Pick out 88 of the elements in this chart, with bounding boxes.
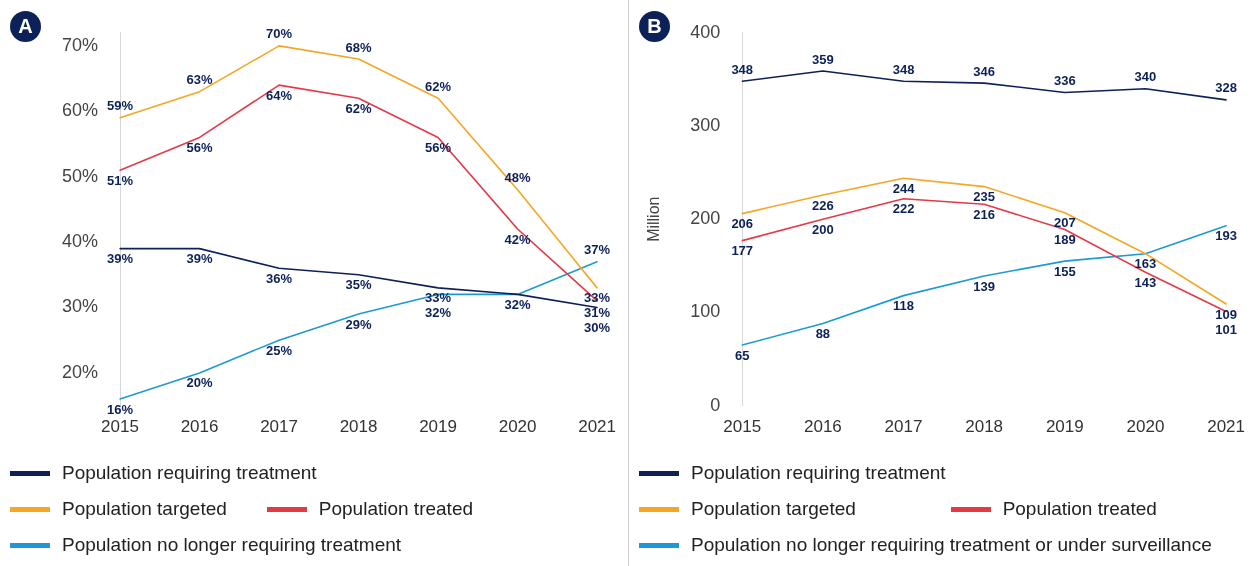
x-tick-label: 2020: [1126, 417, 1165, 437]
data-label: 30%: [584, 320, 611, 336]
x-tick-label: 2016: [180, 417, 219, 437]
data-label: 200: [812, 221, 834, 237]
data-label: 101: [1215, 321, 1237, 337]
data-label: 64%: [266, 87, 293, 103]
data-label: 328: [1215, 80, 1237, 96]
legend-label: Population no longer requiring treatment: [62, 534, 402, 556]
x-tick-label: 2021: [1207, 417, 1245, 437]
data-label: 70%: [266, 26, 293, 42]
y-tick-label: 0: [710, 394, 721, 415]
data-label: 88: [815, 326, 831, 342]
data-label: 32%: [504, 296, 532, 312]
y-tick-label: 300: [690, 114, 721, 135]
x-tick-label: 2019: [1045, 417, 1084, 437]
data-label: 226: [812, 197, 834, 213]
data-label: 63%: [186, 72, 213, 88]
data-label: 33%: [584, 290, 611, 306]
data-label: 244: [892, 180, 916, 196]
data-label: 336: [1053, 73, 1076, 89]
data-label: 51%: [107, 172, 134, 188]
y-tick-label: 60%: [62, 100, 99, 121]
chart-title: A: [10, 11, 41, 42]
data-label: 177: [731, 243, 754, 259]
data-label: 118: [893, 298, 915, 314]
data-label: 39%: [186, 251, 213, 267]
x-tick-label: 2016: [803, 417, 842, 437]
x-tick-label: 2021: [578, 417, 616, 437]
data-label: 163: [1134, 256, 1157, 272]
x-tick-label: 2019: [419, 417, 457, 437]
legend-label: Population treated: [1002, 498, 1157, 520]
data-label: 348: [892, 61, 915, 77]
data-label: 31%: [584, 305, 611, 321]
data-label: 25%: [266, 342, 293, 358]
data-label: 340: [1134, 69, 1157, 85]
data-label: 193: [1215, 228, 1237, 244]
y-tick-label: 100: [690, 301, 721, 322]
y-tick-label: 50%: [62, 165, 99, 186]
data-label: 139: [973, 278, 996, 294]
x-tick-label: 2018: [339, 417, 378, 437]
data-label: 32%: [425, 305, 452, 321]
y-tick-label: 30%: [62, 296, 99, 317]
chart-title: B: [639, 11, 670, 42]
data-label: 42%: [504, 231, 532, 247]
data-label: 359: [812, 51, 834, 67]
x-tick-label: 2017: [884, 417, 923, 437]
data-label: 206: [731, 216, 754, 232]
y-axis-title: Million: [645, 196, 663, 242]
x-tick-label: 2015: [723, 417, 762, 437]
data-label: 29%: [345, 316, 372, 332]
data-label: 65: [735, 347, 750, 363]
legend-label: Population requiring treatment: [62, 462, 317, 484]
legend-label: Population targeted: [62, 498, 227, 520]
data-label: 36%: [266, 270, 293, 286]
legend-label: Population requiring treatment: [691, 462, 946, 484]
data-label: 348: [731, 61, 754, 77]
data-label: 35%: [345, 277, 372, 293]
data-label: 33%: [425, 290, 452, 306]
x-tick-label: 2017: [260, 417, 298, 437]
data-label: 189: [1053, 232, 1076, 248]
data-label: 39%: [107, 251, 134, 267]
data-label: 235: [973, 189, 996, 205]
data-label: 62%: [425, 78, 452, 94]
legend-label: Population targeted: [691, 498, 856, 520]
y-tick-label: 70%: [62, 34, 99, 55]
data-label: 56%: [186, 140, 213, 156]
data-label: 68%: [345, 39, 372, 55]
data-label: 16%: [107, 401, 134, 417]
data-label: 216: [973, 206, 996, 222]
data-label: 62%: [345, 100, 372, 116]
y-tick-label: 20%: [62, 361, 99, 382]
data-label: 346: [973, 63, 996, 79]
x-tick-label: 2020: [498, 417, 537, 437]
data-label: 143: [1134, 274, 1157, 290]
legend-label: Population no longer requiring treatment or under surveillance: [691, 534, 1212, 556]
x-tick-label: 2018: [965, 417, 1004, 437]
data-label: 207: [1053, 215, 1076, 231]
y-tick-label: 40%: [62, 231, 99, 252]
data-label: 222: [892, 201, 915, 217]
legend-label: Population treated: [318, 498, 474, 520]
data-label: 109: [1215, 306, 1237, 322]
data-label: 37%: [584, 242, 611, 258]
data-label: 20%: [186, 375, 213, 391]
data-label: 59%: [107, 98, 134, 114]
y-tick-label: 400: [690, 21, 721, 42]
y-tick-label: 200: [690, 208, 721, 229]
data-label: 155: [1053, 263, 1076, 279]
x-tick-label: 2015: [101, 417, 139, 437]
